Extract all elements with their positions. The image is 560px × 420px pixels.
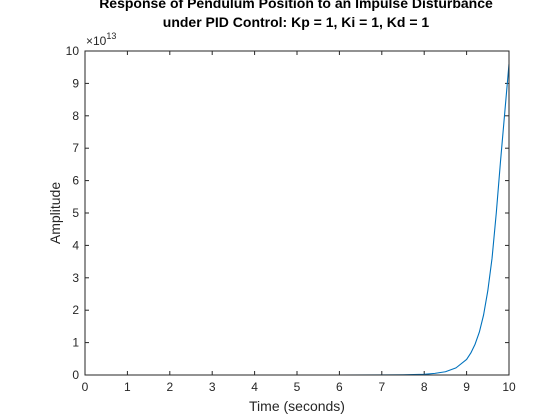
x-tick-label: 4: [251, 380, 258, 394]
x-tick-label: 10: [502, 380, 516, 394]
chart-title-line-2: under PID Control: Kp = 1, Ki = 1, Kd = …: [163, 14, 430, 30]
y-axis-exponent: ×1013: [86, 31, 116, 48]
plot-area: [85, 51, 509, 375]
y-tick-label: 8: [72, 109, 79, 123]
y-tick-label: 6: [72, 174, 79, 188]
y-axis-label: Amplitude: [47, 182, 63, 244]
y-tick-label: 9: [72, 76, 79, 90]
y-tick-label: 1: [72, 336, 79, 350]
axes-box: [84, 50, 510, 376]
chart-title-line-1: Response of Pendulum Position to an Impu…: [99, 0, 493, 11]
x-tick-label: 3: [209, 380, 216, 394]
y-tick-label: 0: [72, 368, 79, 382]
y-tick-label: 3: [72, 271, 79, 285]
y-tick-label: 7: [72, 141, 79, 155]
ticks-layer: 0 1 2 3 4 5 6 7 8 9 10 0 1 2 3 4 5 6 7 8 9 10: [66, 44, 516, 394]
y-tick-label: 10: [66, 44, 80, 58]
x-tick-label: 2: [166, 380, 173, 394]
x-tick-label: 6: [336, 380, 343, 394]
x-tick-label: 7: [378, 380, 385, 394]
x-axis-label: Time (seconds): [249, 398, 345, 414]
y-tick-label: 4: [72, 238, 79, 252]
x-tick-label: 5: [294, 380, 301, 394]
x-tick-label: 1: [124, 380, 131, 394]
x-tick-label: 0: [82, 380, 89, 394]
x-tick-label: 9: [463, 380, 470, 394]
y-tick-label: 2: [72, 303, 79, 317]
x-tick-label: 8: [421, 380, 428, 394]
y-tick-label: 5: [72, 206, 79, 220]
